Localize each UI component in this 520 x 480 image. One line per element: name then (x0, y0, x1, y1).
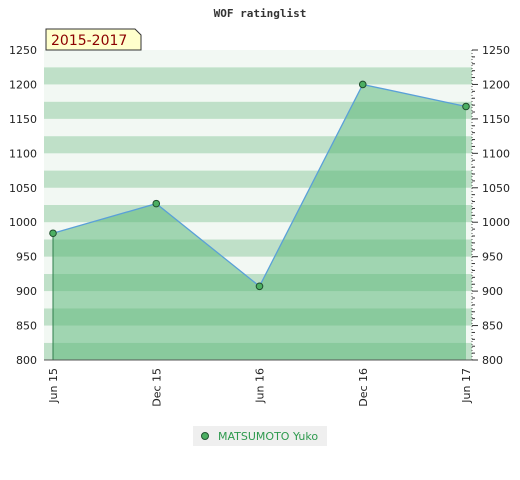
x-tick-label: Jun 17 (460, 368, 473, 404)
y-tick-label-right: 800 (482, 354, 503, 367)
data-point (49, 229, 57, 238)
axes-layer: 800 800 850 850 900 900 950 950 1000 1000 1050 1050… (9, 44, 510, 407)
series-area (53, 84, 466, 360)
area-layer (52, 84, 466, 360)
points-layer (49, 80, 470, 291)
x-tick-label: Dec 16 (357, 368, 370, 407)
legend-series-label: MATSUMOTO Yuko (218, 430, 318, 443)
y-tick-label-right: 1100 (482, 147, 510, 160)
y-tick-label-left: 1000 (9, 216, 37, 229)
legend-box (193, 426, 327, 446)
x-tick-label: Dec 15 (150, 368, 163, 407)
y-tick-label-right: 950 (482, 251, 503, 264)
data-point (358, 80, 367, 89)
y-tick-label-left: 900 (16, 285, 37, 298)
y-tick-label-left: 1100 (9, 147, 37, 160)
legend[interactable]: MATSUMOTO Yuko (193, 426, 327, 446)
y-tick-label-right: 1250 (482, 44, 510, 57)
data-point (152, 199, 161, 208)
data-point (462, 102, 470, 111)
y-tick-label-left: 1050 (9, 182, 37, 195)
y-tick-label-left: 850 (16, 320, 37, 333)
y-tick-label-right: 1050 (482, 182, 510, 195)
background-band (44, 67, 472, 85)
y-tick-label-right: 1000 (482, 216, 510, 229)
y-tick-label-left: 1200 (9, 78, 37, 91)
y-tick-label-right: 900 (482, 285, 503, 298)
x-tick-label: Jun 16 (254, 368, 267, 404)
y-tick-label-right: 850 (482, 320, 503, 333)
background-band (44, 50, 472, 68)
y-tick-label-left: 950 (16, 251, 37, 264)
period-badge-box (45, 28, 142, 51)
period-badge-label: 2015-2017 (51, 33, 127, 49)
chart-title: WOF ratinglist (214, 7, 307, 20)
y-tick-label-right: 1200 (482, 78, 510, 91)
y-tick-label-left: 1150 (9, 113, 37, 126)
period-badge: 2015-2017 (45, 28, 142, 51)
y-tick-label-left: 1250 (9, 44, 37, 57)
x-tick-label: Jun 15 (47, 368, 60, 404)
data-point (255, 282, 264, 291)
y-tick-label-left: 800 (16, 354, 37, 367)
y-tick-label-right: 1150 (482, 113, 510, 126)
legend-marker-icon (201, 432, 209, 440)
